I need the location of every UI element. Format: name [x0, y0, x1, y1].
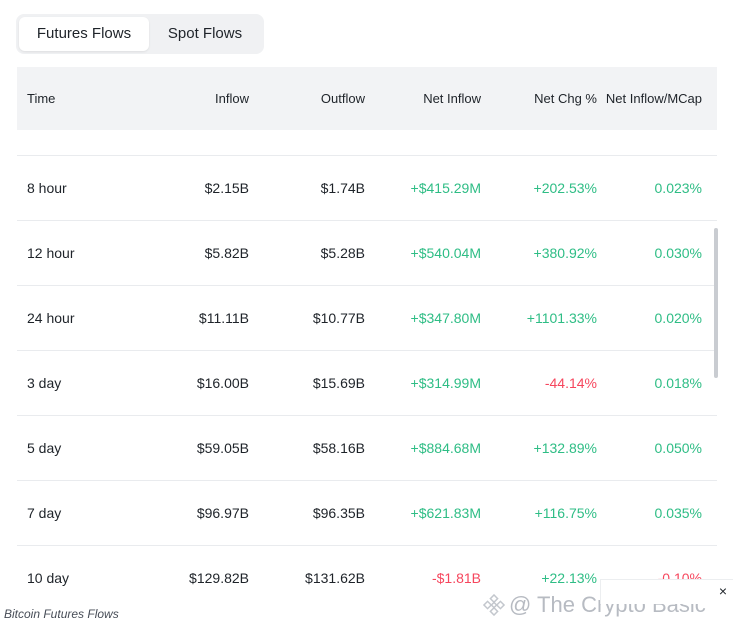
close-icon[interactable]: × — [718, 583, 727, 599]
cell-net-inflow-mcap: 0.020% — [654, 310, 702, 326]
cell-outflow: $1.74B — [320, 180, 365, 196]
cell-net-inflow: -$1.81B — [431, 570, 481, 586]
table-row[interactable]: 8 hour $2.15B $1.74B +$415.29M +202.53% 0.023… — [17, 156, 717, 221]
cell-net-chg: +116.75% — [534, 505, 597, 521]
cell-time: 5 day — [27, 440, 62, 456]
cell-outflow: $96.35B — [312, 505, 365, 521]
header-outflow[interactable]: Outflow — [320, 91, 365, 106]
cell-net-inflow: +$621.83M — [410, 505, 481, 521]
cell-net-chg: +380.92% — [533, 245, 597, 261]
cell-net-inflow: +$540.04M — [410, 245, 481, 261]
popup-corner: × — [600, 579, 733, 604]
header-net-inflow-mcap[interactable]: Net Inflow/MCap — [605, 91, 702, 106]
flow-type-tabs: Futures Flows Spot Flows — [16, 14, 264, 54]
cell-net-chg: +1101.33% — [526, 310, 597, 326]
table-row[interactable]: 12 hour $5.82B $5.28B +$540.04M +380.92% 0.03… — [17, 221, 717, 286]
cell-net-inflow-mcap: 0.050% — [654, 440, 702, 456]
cell-net-inflow-mcap: 0.023% — [654, 180, 702, 196]
table-header: Time Inflow Outflow Net Inflow Net Chg %… — [17, 67, 717, 130]
table-spacer — [17, 130, 717, 156]
cell-outflow: $131.62B — [305, 570, 365, 586]
table-row[interactable]: 24 hour $11.11B $10.77B +$347.80M +1101.33% 0… — [17, 286, 717, 351]
cell-time: 10 day — [27, 570, 70, 586]
cell-time: 8 hour — [27, 180, 67, 196]
cell-outflow: $58.16B — [312, 440, 365, 456]
cell-inflow: $16.00B — [196, 375, 249, 391]
cell-net-inflow-mcap: 0.030% — [654, 245, 702, 261]
header-net-inflow[interactable]: Net Inflow — [423, 91, 481, 106]
cell-time: 3 day — [27, 375, 62, 391]
cell-time: 24 hour — [27, 310, 75, 326]
table-scrollbar[interactable] — [714, 228, 718, 378]
cell-net-inflow: +$415.29M — [410, 180, 481, 196]
flows-table: Time Inflow Outflow Net Inflow Net Chg %… — [17, 67, 717, 610]
cell-outflow: $10.77B — [312, 310, 365, 326]
cell-net-chg: +22.13% — [541, 570, 597, 586]
table-row[interactable]: 5 day $59.05B $58.16B +$884.68M +132.89% 0.05… — [17, 416, 717, 481]
cell-net-chg: +132.89% — [533, 440, 597, 456]
cell-net-chg: +202.53% — [533, 180, 597, 196]
cell-inflow: $5.82B — [204, 245, 249, 261]
image-caption: Bitcoin Futures Flows — [4, 607, 119, 621]
cell-inflow: $96.97B — [196, 505, 249, 521]
cell-inflow: $129.82B — [189, 570, 249, 586]
cell-net-inflow-mcap: 0.018% — [654, 375, 702, 391]
cell-outflow: $15.69B — [312, 375, 365, 391]
cell-inflow: $11.11B — [198, 310, 249, 326]
cell-outflow: $5.28B — [320, 245, 365, 261]
cell-net-inflow: +$314.99M — [410, 375, 481, 391]
header-net-chg[interactable]: Net Chg % — [534, 91, 597, 106]
tab-spot-flows[interactable]: Spot Flows — [167, 25, 243, 42]
table-row[interactable]: 3 day $16.00B $15.69B +$314.99M -44.14% 0.018… — [17, 351, 717, 416]
header-inflow[interactable]: Inflow — [215, 91, 249, 106]
cell-net-inflow: +$884.68M — [410, 440, 481, 456]
cell-net-chg: -44.14% — [544, 375, 597, 391]
header-time[interactable]: Time — [27, 91, 56, 106]
cell-inflow: $59.05B — [196, 440, 249, 456]
tab-futures-flows[interactable]: Futures Flows — [19, 17, 149, 51]
binance-logo-icon — [483, 594, 505, 616]
cell-inflow: $2.15B — [204, 180, 249, 196]
cell-net-inflow: +$347.80M — [410, 310, 481, 326]
table-row[interactable]: 7 day $96.97B $96.35B +$621.83M +116.75% 0.03… — [17, 481, 717, 546]
table-body: 8 hour $2.15B $1.74B +$415.29M +202.53% 0.023… — [17, 156, 717, 610]
cell-time: 12 hour — [27, 245, 75, 261]
cell-net-inflow-mcap: 0.035% — [654, 505, 702, 521]
cell-time: 7 day — [27, 505, 62, 521]
